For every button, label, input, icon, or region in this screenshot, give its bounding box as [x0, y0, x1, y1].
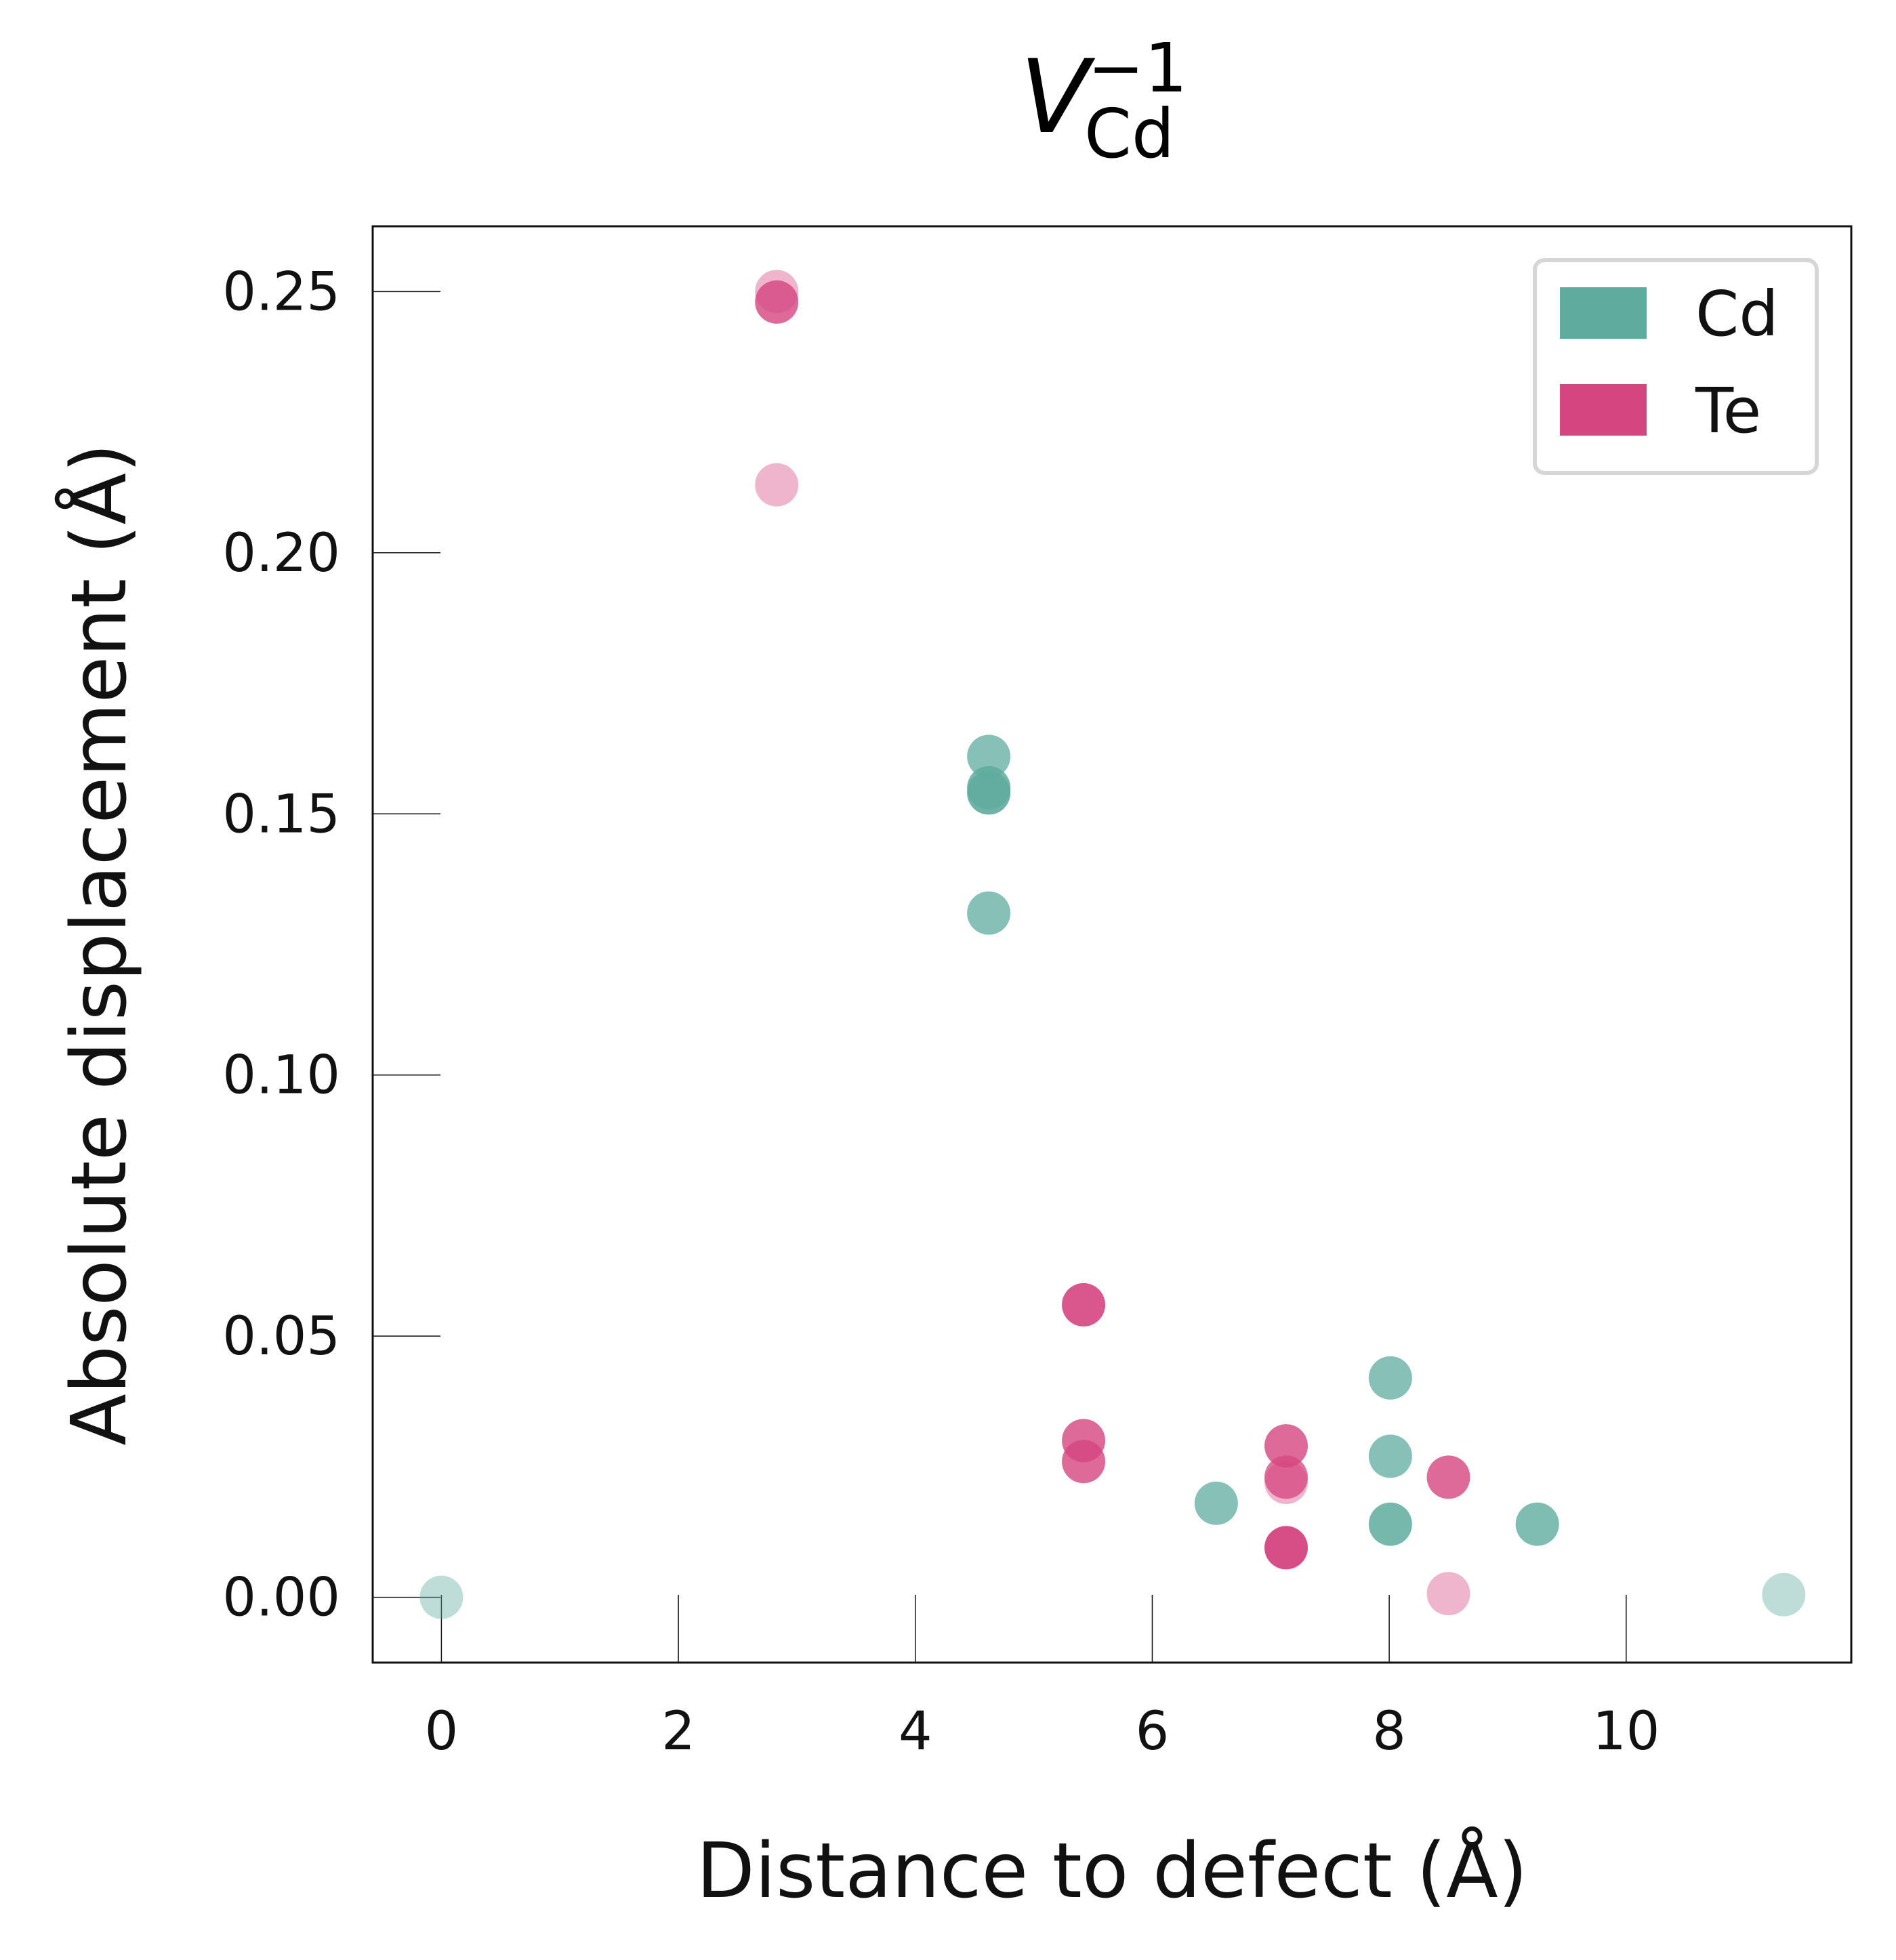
x-tick-label: 4	[899, 1701, 932, 1762]
point-cd	[1368, 1502, 1412, 1546]
legend-swatch-te	[1560, 384, 1647, 436]
point-cd	[967, 891, 1011, 935]
point-cd	[967, 734, 1011, 778]
legend-label-cd: Cd	[1695, 278, 1779, 350]
x-axis-title: Distance to defect (Å)	[697, 1827, 1528, 1915]
y-axis-ticks: 0.00 0.05 0.10 0.15 0.20 0.25	[222, 262, 440, 1629]
title-subscript: Cd	[1084, 94, 1174, 173]
point-te	[1264, 1424, 1308, 1468]
legend-label-te: Te	[1695, 375, 1761, 447]
title-superscript: −1	[1088, 28, 1187, 108]
legend: Cd Te	[1533, 258, 1819, 475]
x-tick-label: 8	[1372, 1701, 1406, 1762]
point-cd	[1194, 1481, 1238, 1525]
chart-title: V −1 Cd	[1020, 28, 1187, 173]
point-te	[1264, 1455, 1308, 1499]
title-symbol: V	[1020, 39, 1096, 157]
point-te	[1062, 1440, 1106, 1484]
point-cd	[1762, 1572, 1806, 1617]
x-tick-label: 2	[661, 1701, 695, 1762]
y-tick-label: 0.05	[222, 1306, 340, 1367]
y-tick-label: 0.10	[222, 1045, 340, 1106]
y-axis-title: Absolute displacement (Å)	[55, 443, 144, 1446]
y-tick-label: 0.00	[222, 1568, 340, 1629]
y-tick-label: 0.25	[222, 262, 340, 322]
point-cd	[1368, 1434, 1412, 1478]
point-cd	[967, 771, 1011, 815]
point-cd	[1368, 1356, 1412, 1400]
point-te	[755, 463, 799, 507]
point-te	[1062, 1283, 1106, 1327]
x-axis-ticks: 0 2 4 6 8 10	[425, 1595, 1660, 1762]
point-cd	[419, 1575, 463, 1619]
data-points	[419, 270, 1806, 1619]
point-te	[1264, 1526, 1308, 1570]
point-te	[1426, 1572, 1470, 1616]
legend-swatch-cd	[1560, 287, 1647, 339]
y-tick-label: 0.20	[222, 523, 340, 584]
x-tick-label: 0	[425, 1701, 459, 1762]
point-te	[1426, 1455, 1470, 1499]
point-cd	[1515, 1502, 1559, 1546]
y-tick-label: 0.15	[222, 784, 340, 845]
point-te	[755, 280, 799, 324]
plot-area-frame	[371, 225, 1853, 1664]
x-tick-label: 6	[1136, 1701, 1170, 1762]
x-tick-label: 10	[1592, 1701, 1660, 1762]
